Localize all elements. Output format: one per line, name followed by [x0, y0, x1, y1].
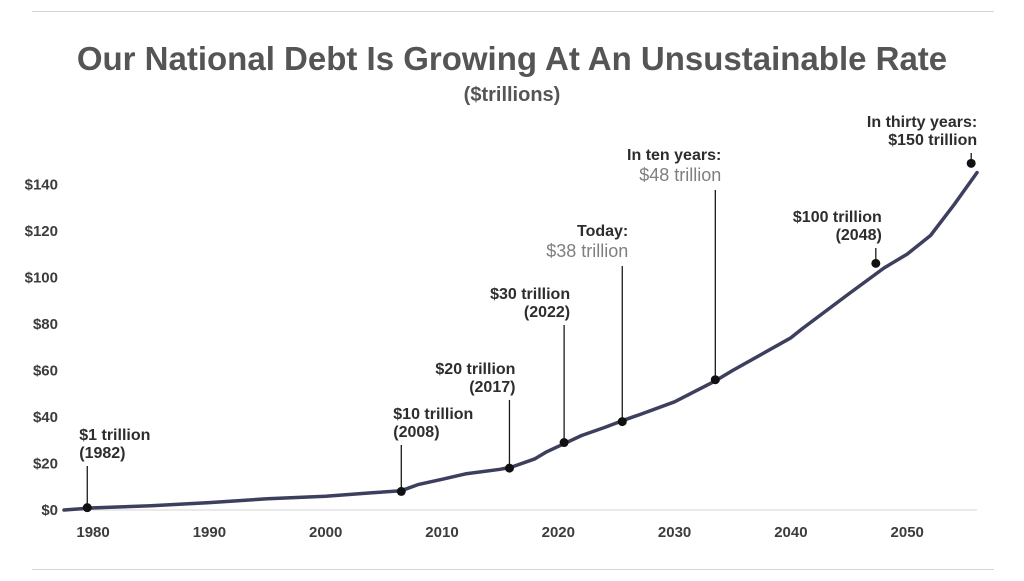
y-tick-label: $100 — [25, 269, 58, 286]
annotation-label-line1: $30 trillion — [490, 286, 570, 303]
annotation: $20 trillion(2017) — [435, 361, 515, 473]
annotation-label-line1: In ten years: — [627, 147, 721, 164]
x-axis: 1980 1990 2000 2010 2020 2030 2040 2050 — [64, 509, 977, 541]
top-divider — [32, 11, 994, 12]
annotation-marker — [559, 438, 569, 448]
x-tick-label: 1990 — [193, 524, 226, 541]
y-tick-label: $60 — [33, 362, 58, 379]
x-tick-label: 2000 — [309, 524, 342, 541]
annotation-marker — [396, 486, 406, 496]
annotation: In ten years:$48 trillion — [627, 147, 721, 385]
annotation-label-line1: $100 trillion — [793, 209, 882, 226]
annotation-label-line2: (1982) — [79, 445, 125, 462]
y-tick-label: $40 — [33, 409, 58, 426]
x-tick-label: 1980 — [76, 524, 109, 541]
annotation: $100 trillion(2048) — [793, 209, 882, 268]
y-tick-label: $80 — [33, 316, 58, 333]
annotation-label-line2: (2048) — [836, 227, 882, 244]
annotation: $30 trillion(2022) — [490, 286, 570, 448]
annotation-label-line2: $150 trillion — [888, 132, 977, 149]
bottom-divider — [32, 569, 994, 570]
chart-title: Our National Debt Is Growing At An Unsus… — [76, 40, 948, 77]
x-tick-label: 2030 — [658, 524, 691, 541]
annotation-marker — [710, 375, 720, 385]
annotation-label-line1: $10 trillion — [393, 406, 473, 423]
y-tick-label: $20 — [33, 455, 58, 472]
y-tick-label: $120 — [25, 223, 58, 240]
annotation-label-line1: $20 trillion — [435, 361, 515, 378]
y-tick-label: $140 — [25, 176, 58, 193]
annotation-layer: $1 trillion(1982)$10 trillion(2008)$20 t… — [79, 114, 977, 513]
annotation-label-line1: In thirty years: — [867, 114, 977, 131]
annotation-label-line1: $1 trillion — [79, 427, 150, 444]
annotation-label-line2: $48 trillion — [639, 165, 721, 185]
annotation: $1 trillion(1982) — [79, 427, 150, 513]
annotation: In thirty years:$150 trillion — [867, 114, 977, 168]
x-tick-label: 2020 — [542, 524, 575, 541]
chart-subtitle: ($trillions) — [463, 84, 561, 106]
annotation: Today:$38 trillion — [546, 223, 628, 427]
x-tick-label: 2040 — [774, 524, 807, 541]
annotation: $10 trillion(2008) — [393, 406, 473, 496]
annotation-marker — [82, 503, 92, 513]
annotation-label-line2: (2022) — [524, 304, 570, 321]
y-axis: $0 $20 $40 $60 $80 $100 $120 $140 — [25, 176, 58, 519]
x-tick-label: 2010 — [425, 524, 458, 541]
annotation-label-line2: $38 trillion — [546, 241, 628, 261]
annotation-marker — [617, 417, 627, 427]
annotation-label-line2: (2017) — [469, 379, 515, 396]
annotation-marker — [966, 158, 976, 168]
x-tick-label: 2050 — [891, 524, 924, 541]
annotation-marker — [504, 463, 514, 473]
annotation-marker — [871, 258, 881, 268]
annotation-label-line1: Today: — [577, 223, 628, 240]
y-tick-label: $0 — [41, 502, 58, 519]
annotation-label-line2: (2008) — [393, 424, 439, 441]
